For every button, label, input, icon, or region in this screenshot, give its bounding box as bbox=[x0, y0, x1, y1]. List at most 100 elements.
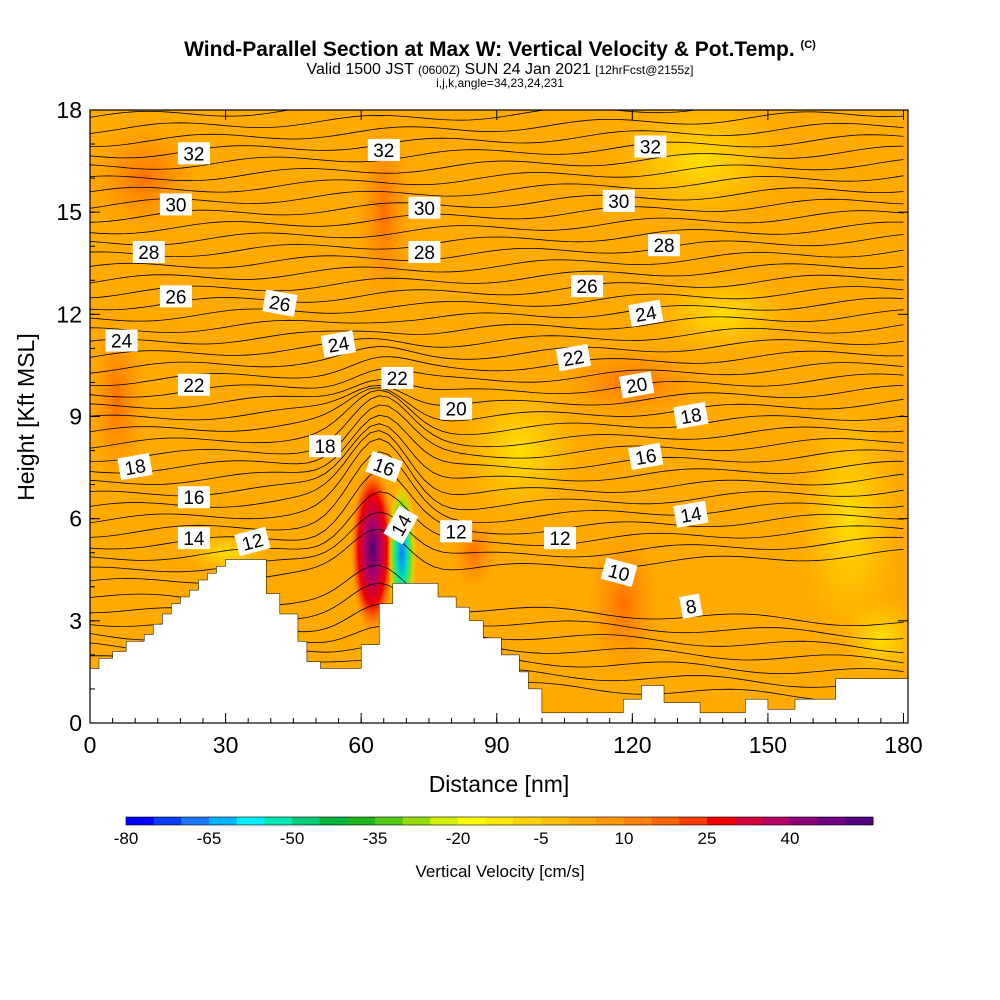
isentrope-35 bbox=[90, 198, 904, 235]
theta-label-text: 18 bbox=[314, 437, 335, 458]
theta-label-box bbox=[634, 135, 667, 158]
colorbar-label: Vertical Velocity [cm/s] bbox=[415, 862, 585, 881]
theta-label-text: 18 bbox=[123, 456, 147, 480]
y-tick-label-3: 9 bbox=[69, 404, 82, 430]
x-axis-label: Distance [nm] bbox=[429, 771, 570, 797]
isentrope-32 bbox=[90, 234, 904, 269]
colorbar-swatch-25 bbox=[817, 817, 846, 825]
isentrope-45 bbox=[90, 70, 904, 105]
isentrope-28 bbox=[90, 286, 904, 322]
velocity-blob-4 bbox=[583, 523, 664, 684]
isentrope-9 bbox=[90, 491, 904, 561]
theta-label-text: 30 bbox=[608, 192, 629, 213]
theta-label-1: 32 bbox=[367, 138, 400, 162]
theta-label-14: 24 bbox=[628, 299, 664, 327]
isentrope-25 bbox=[90, 324, 904, 358]
theta-label-box bbox=[262, 289, 298, 317]
theta-label-text: 24 bbox=[326, 333, 351, 357]
colorbar-swatch-26 bbox=[845, 817, 874, 825]
theta-label-box bbox=[159, 193, 192, 216]
colorbar-tick-4: -20 bbox=[446, 829, 471, 848]
y-tick-label-1: 3 bbox=[69, 608, 82, 634]
velocity-blob-8 bbox=[799, 398, 900, 639]
x-tick-label-4: 120 bbox=[613, 732, 651, 758]
colorbar-swatch-4 bbox=[236, 817, 265, 825]
colorbar-swatch-1 bbox=[153, 817, 182, 825]
theta-label-21: 18 bbox=[309, 435, 341, 458]
isentrope-24 bbox=[90, 339, 904, 374]
isentrope-13 bbox=[90, 430, 904, 508]
colorbar-swatch-6 bbox=[292, 817, 321, 825]
theta-label-box bbox=[234, 526, 271, 557]
theta-label-5: 30 bbox=[602, 189, 635, 213]
colorbar-swatch-10 bbox=[402, 817, 431, 825]
theta-label-text: 32 bbox=[640, 138, 661, 159]
copyright-mark: (C) bbox=[800, 39, 816, 51]
theta-label-box bbox=[408, 196, 441, 219]
colorbar-swatch-2 bbox=[181, 817, 210, 825]
theta-label-28: 14 bbox=[673, 500, 709, 528]
isentrope-12 bbox=[90, 438, 904, 524]
theta-label-29: 12 bbox=[234, 526, 271, 557]
velocity-blob-7 bbox=[652, 274, 793, 355]
isentrope-34 bbox=[90, 210, 904, 246]
chart-subtitle: Valid 1500 JST (0600Z) SUN 24 Jan 2021 [… bbox=[0, 61, 1000, 79]
colorbar-swatch-18 bbox=[624, 817, 653, 825]
chart-title: Wind-Parallel Section at Max W: Vertical… bbox=[0, 38, 1000, 62]
colorbar-swatch-23 bbox=[762, 817, 791, 825]
isentrope-22 bbox=[90, 362, 904, 398]
theta-label-10: 26 bbox=[262, 289, 298, 317]
isentrope-36 bbox=[90, 187, 904, 223]
colorbar-tick-3: -35 bbox=[363, 829, 388, 848]
theta-label-box bbox=[177, 527, 210, 550]
isentrope-19 bbox=[90, 387, 904, 433]
colorbar-tick-1: -65 bbox=[197, 829, 222, 848]
theta-label-box bbox=[571, 275, 604, 298]
section-indices: i,j,k,angle=34,23,24,231 bbox=[436, 76, 564, 90]
theta-label-box bbox=[320, 330, 357, 358]
colorbar-swatch-17 bbox=[596, 817, 625, 825]
theta-label-box bbox=[673, 500, 709, 528]
theta-label-box bbox=[159, 285, 192, 308]
axes: 0 30 60 90 120 150 180 0 3 6 9 12 15 18 bbox=[56, 97, 922, 758]
chart-title-text: Wind-Parallel Section at Max W: Vertical… bbox=[184, 38, 795, 61]
theta-label-box bbox=[177, 373, 210, 396]
theta-label-16: 22 bbox=[381, 367, 414, 390]
theta-label-box bbox=[367, 138, 400, 161]
isentrope-14 bbox=[90, 423, 904, 497]
theta-label-box bbox=[309, 435, 341, 458]
theta-label-26: 14 bbox=[177, 527, 210, 550]
valid-time: Valid 1500 JST bbox=[306, 61, 414, 78]
isentrope-33 bbox=[90, 221, 904, 258]
theta-label-text: 12 bbox=[549, 529, 570, 550]
colorbar-swatch-15 bbox=[541, 817, 570, 825]
y-axis-label: Height [Kft MSL] bbox=[13, 333, 39, 500]
theta-label-20: 18 bbox=[117, 453, 153, 480]
colorbar-frame bbox=[125, 816, 874, 826]
theta-label-box bbox=[602, 189, 635, 212]
x-tick-label-6: 180 bbox=[884, 732, 922, 758]
colorbar-tick-5: -5 bbox=[533, 829, 548, 848]
theta-label-19: 20 bbox=[618, 371, 655, 398]
theta-label-box bbox=[177, 142, 210, 165]
velocity-blob-12 bbox=[350, 464, 395, 635]
theta-label-box bbox=[648, 234, 680, 257]
theta-label-30: 12 bbox=[440, 520, 473, 543]
theta-label-text: 32 bbox=[183, 144, 204, 165]
velocity-blob-11 bbox=[840, 597, 908, 678]
theta-label-12: 24 bbox=[105, 329, 138, 353]
colorbar-tick-8: 40 bbox=[781, 829, 800, 848]
theta-label-box bbox=[440, 520, 473, 543]
colorbar-swatch-3 bbox=[209, 817, 238, 825]
theta-label-box bbox=[679, 593, 703, 619]
theta-label-3: 30 bbox=[159, 193, 192, 216]
theta-label-text: 26 bbox=[577, 277, 598, 298]
isentrope-16 bbox=[90, 404, 904, 474]
isentrope-21 bbox=[90, 373, 904, 409]
isentrope-11 bbox=[90, 451, 904, 538]
x-tick-label-2: 60 bbox=[348, 732, 374, 758]
isentrope-23 bbox=[90, 350, 904, 387]
isentrope-lines bbox=[90, 70, 904, 702]
theta-label-9: 26 bbox=[159, 285, 192, 308]
theta-label-box bbox=[600, 557, 638, 588]
